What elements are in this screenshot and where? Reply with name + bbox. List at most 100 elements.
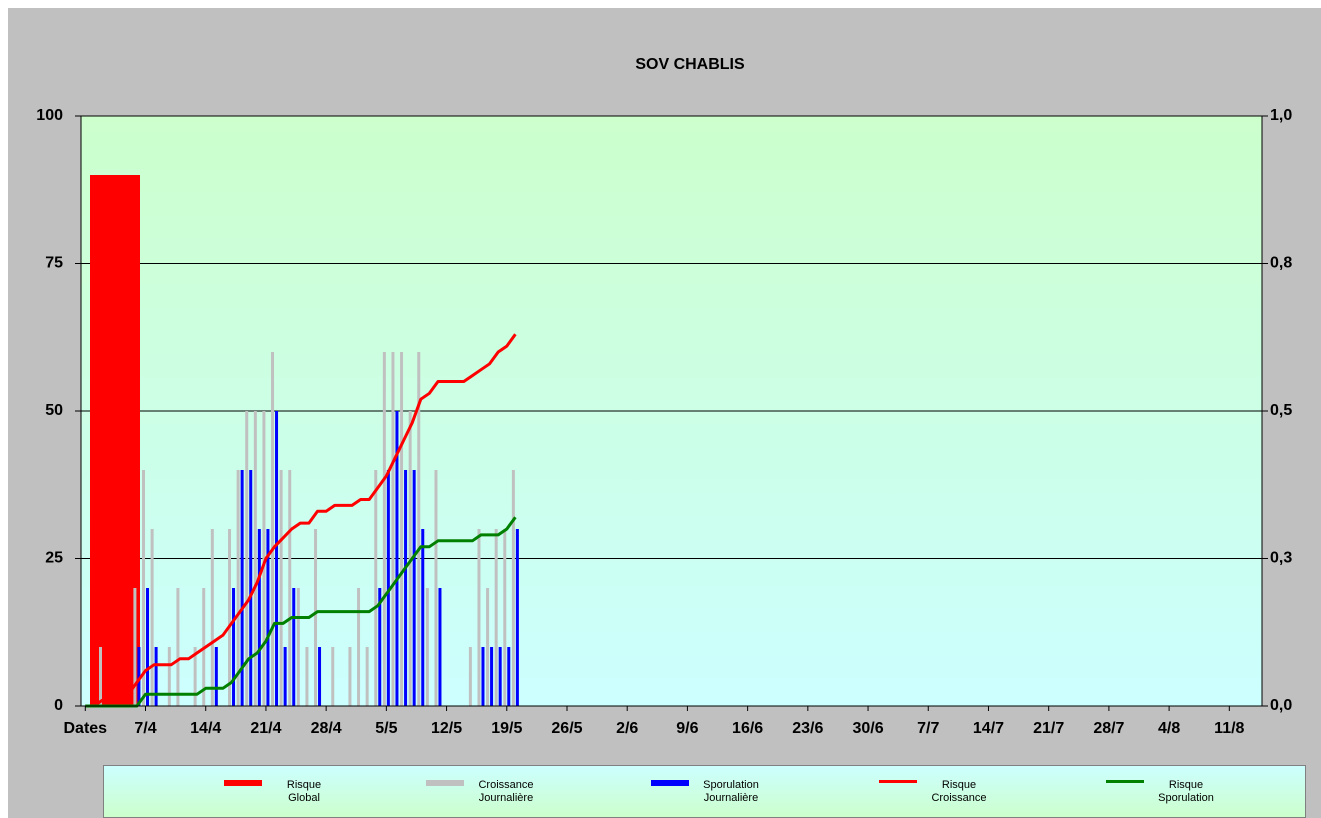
x-tick-label: 30/6 xyxy=(852,720,883,737)
bar xyxy=(245,411,249,706)
legend-swatch xyxy=(651,780,689,786)
y2-tick-label: 0,5 xyxy=(1270,402,1292,419)
bar xyxy=(400,352,404,706)
bar xyxy=(249,470,253,706)
bar xyxy=(318,647,322,706)
bar xyxy=(228,529,232,706)
x-tick-label: Dates xyxy=(64,720,108,737)
bar xyxy=(210,529,214,706)
bar xyxy=(348,647,352,706)
bar xyxy=(214,647,218,706)
bar xyxy=(357,588,361,706)
x-tick-label: 4/8 xyxy=(1158,720,1180,737)
x-tick-label: 14/4 xyxy=(190,720,221,737)
bar xyxy=(486,588,490,706)
legend: Risque Global Croissance Journalière Sporu… xyxy=(103,765,1306,818)
bar xyxy=(490,647,494,706)
bar xyxy=(266,529,270,706)
x-tick-label: 16/6 xyxy=(732,720,763,737)
x-tick-label: 11/8 xyxy=(1214,720,1244,737)
bar xyxy=(292,588,296,706)
x-tick-label: 12/5 xyxy=(431,720,462,737)
x-tick-label: 21/4 xyxy=(250,720,281,737)
legend-label: Risque Global xyxy=(286,779,322,804)
bar xyxy=(305,647,309,706)
bar xyxy=(193,647,197,706)
bar xyxy=(137,647,141,706)
bar xyxy=(434,470,438,706)
x-tick-label: 9/6 xyxy=(676,720,698,737)
bar xyxy=(90,175,140,706)
legend-swatch xyxy=(1106,780,1144,783)
bar xyxy=(438,588,442,706)
bar xyxy=(253,411,257,706)
y2-tick-label: 0,8 xyxy=(1270,255,1292,272)
x-tick-label: 2/6 xyxy=(616,720,638,737)
bar xyxy=(232,588,236,706)
bar xyxy=(154,647,158,706)
x-tick-label: 28/7 xyxy=(1093,720,1124,737)
bar xyxy=(391,352,395,706)
bar xyxy=(378,588,382,706)
bar xyxy=(477,529,481,706)
bar xyxy=(167,647,171,706)
bar xyxy=(494,529,498,706)
bar xyxy=(417,352,421,706)
legend-swatch xyxy=(426,780,464,786)
y-tick-label: 25 xyxy=(45,550,63,567)
bar xyxy=(262,411,266,706)
bar xyxy=(176,588,180,706)
bar xyxy=(481,647,485,706)
bar xyxy=(412,470,416,706)
bar xyxy=(421,529,425,706)
bar xyxy=(404,470,408,706)
bar xyxy=(425,588,429,706)
chart-title: SOV CHABLIS xyxy=(635,56,745,73)
bar xyxy=(133,588,137,706)
x-tick-label: 21/7 xyxy=(1033,720,1064,737)
x-tick-label: 7/7 xyxy=(917,720,939,737)
x-tick-label: 7/4 xyxy=(134,720,156,737)
bar xyxy=(314,529,318,706)
x-tick-label: 19/5 xyxy=(491,720,522,737)
bar xyxy=(511,470,515,706)
x-tick-label: 14/7 xyxy=(973,720,1004,737)
line xyxy=(85,333,517,708)
bar xyxy=(515,529,519,706)
legend-label: Croissance Journalière xyxy=(478,779,534,804)
bar xyxy=(498,647,502,706)
bar xyxy=(468,647,472,706)
x-tick-label: 26/5 xyxy=(551,720,582,737)
bar xyxy=(146,588,150,706)
bar xyxy=(365,647,369,706)
legend-swatch xyxy=(224,780,262,786)
bar xyxy=(271,352,275,706)
bar xyxy=(283,647,287,706)
y-tick-label: 75 xyxy=(45,255,63,272)
bar xyxy=(296,588,300,706)
bar xyxy=(507,647,511,706)
legend-label: Risque Sporulation xyxy=(1158,779,1214,804)
bars xyxy=(90,175,519,706)
y2-tick-label: 0,3 xyxy=(1270,550,1292,567)
bar xyxy=(288,470,292,706)
bar xyxy=(374,470,378,706)
bar xyxy=(275,411,279,706)
bar xyxy=(240,470,244,706)
y-tick-label: 50 xyxy=(45,402,63,419)
bar xyxy=(382,352,386,706)
bar xyxy=(150,529,154,706)
y2-tick-label: 0,0 xyxy=(1270,697,1292,714)
legend-label: Risque Croissance xyxy=(931,779,987,804)
bar xyxy=(331,647,335,706)
bar xyxy=(99,647,103,706)
legend-swatch xyxy=(879,780,917,783)
bar xyxy=(408,411,412,706)
x-tick-label: 23/6 xyxy=(792,720,823,737)
bar xyxy=(395,411,399,706)
axes: 0 25 50 75 100 0,0 0,3 0,5 0,8 1,0 Dates 7/4 14/4 21/… xyxy=(36,107,1292,737)
bar xyxy=(236,470,240,706)
bar xyxy=(142,470,146,706)
